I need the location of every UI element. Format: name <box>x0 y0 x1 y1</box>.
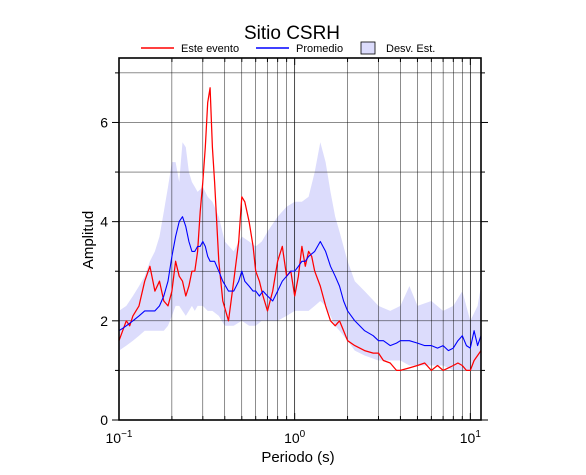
x-axis-label: Periodo (s) <box>261 449 334 466</box>
tick-label-layer: 0 2 4 6 10−1 100 101 <box>100 114 481 446</box>
series-layer <box>118 87 482 372</box>
axes-layer <box>112 57 488 421</box>
x-tick-label: 10−1 <box>106 429 133 446</box>
y-tick-label: 4 <box>100 214 108 230</box>
x-tick-label: 101 <box>460 429 482 446</box>
legend: Este evento Promedio Desv. Est. <box>141 41 435 55</box>
series-line-mean <box>118 216 482 352</box>
legend-mean-label: Promedio <box>296 43 343 55</box>
y-tick-label: 0 <box>100 412 108 428</box>
plot-frame <box>118 57 482 421</box>
legend-event-label: Este evento <box>181 43 239 55</box>
std-band-layer <box>119 142 481 371</box>
grid-layer <box>119 58 481 420</box>
legend-std-label: Desv. Est. <box>386 43 435 55</box>
chart-title: Sitio CSRH <box>244 23 340 44</box>
legend-std-swatch <box>360 41 376 55</box>
y-tick-label: 6 <box>100 114 108 130</box>
y-axis-label: Amplitud <box>80 211 97 269</box>
x-tick-label: 100 <box>284 429 306 446</box>
y-tick-label: 2 <box>100 313 108 329</box>
series-line-event <box>118 87 482 372</box>
std-band <box>119 142 481 371</box>
